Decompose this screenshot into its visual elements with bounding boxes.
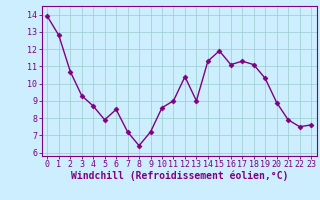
- X-axis label: Windchill (Refroidissement éolien,°C): Windchill (Refroidissement éolien,°C): [70, 171, 288, 181]
